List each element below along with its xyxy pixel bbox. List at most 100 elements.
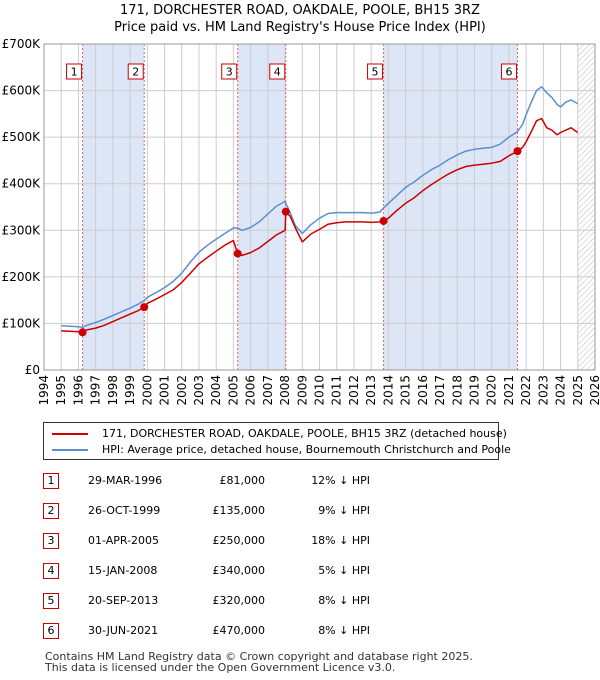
sale-row: 5 20-SEP-2013 £320,000 8% ↓ HPI xyxy=(0,586,600,616)
sale-number-label: 1 xyxy=(71,66,78,79)
y-tick-label: £200K xyxy=(2,270,42,284)
sale-point xyxy=(140,303,149,312)
x-tick-label: 2017 xyxy=(433,375,447,406)
x-tick-label: 2006 xyxy=(244,375,258,406)
sale-price: £250,000 xyxy=(212,534,266,547)
x-tick-label: 2002 xyxy=(175,375,189,406)
legend-label-property: 171, DORCHESTER ROAD, OAKDALE, POOLE, BH… xyxy=(102,427,507,440)
sale-number-box xyxy=(127,63,144,80)
sale-price: £81,000 xyxy=(219,474,266,487)
y-tick-label: £400K xyxy=(2,177,42,191)
sale-date: 15-JAN-2008 xyxy=(88,564,158,577)
x-tick-label: 2005 xyxy=(226,375,240,406)
x-tick-label: 2016 xyxy=(416,375,430,406)
sale-hpi-diff: 18% ↓ HPI xyxy=(311,534,370,547)
y-tick-label: £700K xyxy=(2,37,42,51)
y-tick-label: £0 xyxy=(25,363,40,377)
sale-point xyxy=(513,147,522,156)
x-tick-label: 2018 xyxy=(450,375,464,406)
x-tick-label: 2019 xyxy=(467,375,481,406)
sale-row: 1 29-MAR-1996 £81,000 12% ↓ HPI xyxy=(0,466,600,496)
sale-date: 29-MAR-1996 xyxy=(88,474,163,487)
sale-number-badge: 6 xyxy=(43,623,59,639)
sale-hpi-diff: 12% ↓ HPI xyxy=(311,474,370,487)
sale-price: £340,000 xyxy=(212,564,266,577)
sale-point xyxy=(281,207,290,216)
sale-hpi-diff: 8% ↓ HPI xyxy=(318,624,370,637)
sale-price: £320,000 xyxy=(212,594,266,607)
x-tick-label: 2023 xyxy=(536,375,550,406)
legend-swatch-property xyxy=(52,433,88,435)
x-tick-label: 2013 xyxy=(364,375,378,406)
sale-price: £470,000 xyxy=(212,624,266,637)
hpi-line xyxy=(61,86,579,328)
sale-number-label: 6 xyxy=(506,66,513,79)
sale-hpi-diff: 5% ↓ HPI xyxy=(318,564,370,577)
x-tick-label: 2001 xyxy=(158,375,172,406)
x-tick-label: 2004 xyxy=(209,375,223,406)
sale-date: 01-APR-2005 xyxy=(88,534,160,547)
x-tick-label: 2024 xyxy=(554,375,568,406)
sale-number-label: 4 xyxy=(274,66,281,79)
sale-row: 6 30-JUN-2021 £470,000 8% ↓ HPI xyxy=(0,616,600,646)
sale-point xyxy=(78,328,87,337)
x-tick-label: 2003 xyxy=(192,375,206,406)
sale-point xyxy=(233,249,242,258)
x-tick-label: 2020 xyxy=(485,375,499,406)
footer-line-2: This data is licensed under the Open Gov… xyxy=(45,661,396,674)
sale-number-box xyxy=(367,63,384,80)
sale-number-badge: 3 xyxy=(43,533,59,549)
sale-point xyxy=(379,216,388,225)
y-tick-label: £300K xyxy=(2,223,42,237)
sale-hpi-diff: 8% ↓ HPI xyxy=(318,594,370,607)
x-tick-label: 1997 xyxy=(89,375,103,406)
shaded-span xyxy=(383,44,518,370)
sale-date: 30-JUN-2021 xyxy=(88,624,159,637)
x-tick-label: 2021 xyxy=(502,375,516,406)
legend-label-hpi: HPI: Average price, detached house, Bour… xyxy=(102,443,511,456)
legend: 171, DORCHESTER ROAD, OAKDALE, POOLE, BH… xyxy=(43,422,511,460)
x-tick-label: 2015 xyxy=(399,375,413,406)
legend-swatch-hpi xyxy=(52,449,88,451)
sale-date: 20-SEP-2013 xyxy=(88,594,159,607)
x-tick-label: 2000 xyxy=(140,375,154,406)
title-line-2: Price paid vs. HM Land Registry's House … xyxy=(114,20,486,35)
x-tick-label: 2007 xyxy=(261,375,275,406)
x-tick-label: 2011 xyxy=(330,375,344,406)
x-tick-label: 1994 xyxy=(37,375,51,406)
sale-hpi-diff: 9% ↓ HPI xyxy=(318,504,370,517)
sale-number-box xyxy=(66,63,83,80)
title-line-1: 171, DORCHESTER ROAD, OAKDALE, POOLE, BH… xyxy=(120,3,480,18)
price-chart: 1 2 3 4 5 6 £0 £100K £200K £300K £400K £500K £600K £7… xyxy=(2,37,600,406)
sale-number-badge: 5 xyxy=(43,593,59,609)
sale-number-label: 2 xyxy=(132,66,139,79)
footer-line-1: Contains HM Land Registry data © Crown c… xyxy=(45,650,473,663)
x-tick-label: 2026 xyxy=(588,375,600,406)
sale-row: 3 01-APR-2005 £250,000 18% ↓ HPI xyxy=(0,526,600,556)
footer: Contains HM Land Registry data © Crown c… xyxy=(45,651,473,673)
x-tick-label: 2022 xyxy=(519,375,533,406)
sale-number-label: 5 xyxy=(372,66,379,79)
sale-row: 2 26-OCT-1999 £135,000 9% ↓ HPI xyxy=(0,496,600,526)
sale-number-badge: 4 xyxy=(43,563,59,579)
y-tick-label: £600K xyxy=(2,84,42,98)
plot-frame xyxy=(43,43,596,371)
sale-number-label: 3 xyxy=(226,66,233,79)
x-tick-label: 1995 xyxy=(54,375,68,406)
x-tick-label: 1996 xyxy=(71,375,85,406)
future-hatch xyxy=(577,44,595,370)
x-tick-label: 2010 xyxy=(313,375,327,406)
x-tick-label: 2025 xyxy=(571,375,585,406)
chart-title: 171, DORCHESTER ROAD, OAKDALE, POOLE, BH… xyxy=(0,2,600,36)
x-tick-label: 2009 xyxy=(295,375,309,406)
sale-row: 4 15-JAN-2008 £340,000 5% ↓ HPI xyxy=(0,556,600,586)
sale-number-badge: 1 xyxy=(43,473,59,489)
x-tick-label: 2008 xyxy=(278,375,292,406)
sale-price: £135,000 xyxy=(212,504,266,517)
sale-number-box xyxy=(221,63,238,80)
sale-number-box xyxy=(269,63,286,80)
sale-number-badge: 2 xyxy=(43,503,59,519)
y-tick-label: £100K xyxy=(2,316,42,330)
sale-number-box xyxy=(501,63,518,80)
y-tick-label: £500K xyxy=(2,130,42,144)
